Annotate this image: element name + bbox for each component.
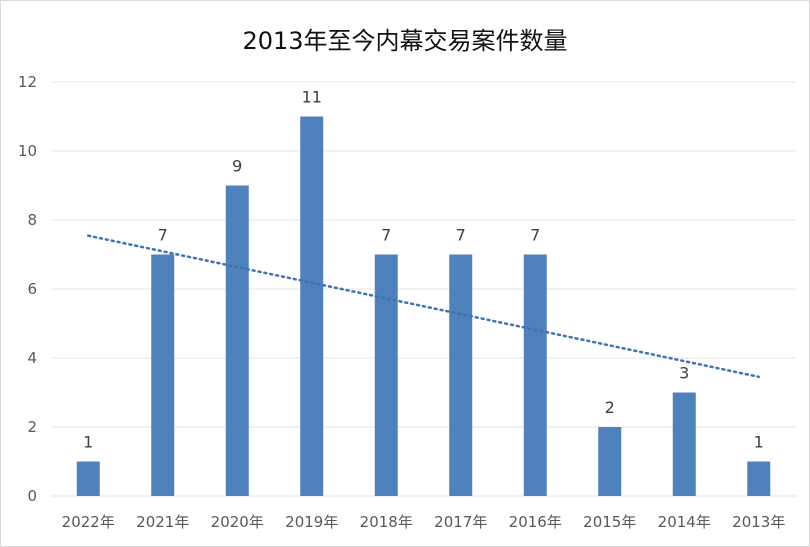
data-label: 11	[302, 88, 322, 107]
data-label: 1	[83, 433, 93, 452]
data-label: 7	[158, 226, 168, 245]
x-tick-label: 2017年	[434, 513, 487, 531]
data-label: 7	[456, 226, 466, 245]
x-tick-label: 2014年	[658, 513, 711, 531]
x-tick-label: 2019年	[285, 513, 338, 531]
y-axis-ticks: 0 2 4 6 8 10 12	[18, 73, 37, 505]
y-tick-label: 0	[27, 487, 37, 505]
data-label: 2	[605, 398, 615, 417]
bar	[76, 461, 100, 496]
bar	[300, 116, 324, 496]
chart-title: 2013年至今内幕交易案件数量	[242, 27, 568, 55]
data-label: 7	[530, 226, 540, 245]
bar	[747, 461, 771, 496]
data-label: 3	[679, 364, 689, 383]
bar	[523, 254, 547, 496]
x-tick-label: 2013年	[732, 513, 785, 531]
x-tick-label: 2022年	[62, 513, 115, 531]
bar	[598, 427, 622, 496]
y-tick-label: 2	[27, 418, 37, 436]
trendline-line	[87, 234, 760, 379]
x-tick-label: 2021年	[136, 513, 189, 531]
y-tick-label: 6	[27, 280, 37, 298]
bars	[76, 116, 771, 496]
gridlines	[51, 81, 796, 497]
x-axis-ticks: 2022年 2021年 2020年 2019年 2018年 2017年 2016年 2015年…	[62, 513, 786, 531]
bar	[672, 392, 696, 496]
bar	[151, 254, 175, 496]
x-tick-label: 2015年	[583, 513, 636, 531]
bar	[449, 254, 473, 496]
y-tick-label: 8	[27, 211, 37, 229]
trendline	[87, 234, 760, 379]
y-tick-label: 4	[27, 349, 37, 367]
data-label: 1	[754, 433, 764, 452]
data-label: 9	[232, 157, 242, 176]
y-tick-label: 12	[18, 73, 37, 91]
x-tick-label: 2016年	[509, 513, 562, 531]
x-tick-label: 2018年	[360, 513, 413, 531]
y-tick-label: 10	[18, 142, 37, 160]
data-labels: 1 7 9 11 7 7 7 2 3 1	[83, 88, 764, 452]
x-tick-label: 2020年	[211, 513, 264, 531]
data-label: 7	[381, 226, 391, 245]
bar	[374, 254, 398, 496]
bar	[225, 185, 249, 496]
